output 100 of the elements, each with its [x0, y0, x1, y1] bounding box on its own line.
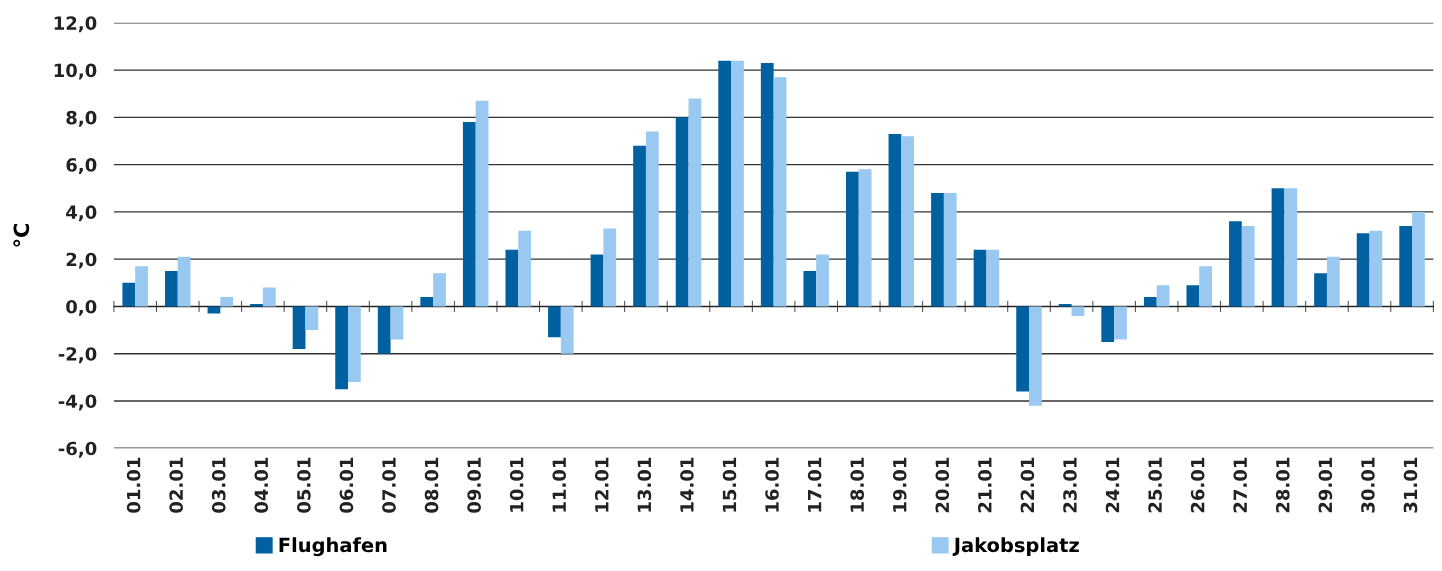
bar: [1412, 211, 1425, 307]
bar: [377, 306, 391, 354]
bar: [122, 282, 136, 307]
bar: [1156, 285, 1170, 307]
x-tick-label: 10.01: [509, 457, 524, 512]
bar: [1143, 296, 1157, 307]
y-tick-label: 2,0: [66, 252, 97, 269]
bar: [675, 117, 689, 307]
x-tick-label: 13.01: [637, 457, 652, 512]
x-tick-label: 30.01: [1361, 457, 1375, 513]
x-tick-label: 28.01: [1275, 457, 1290, 513]
bar: [731, 60, 744, 307]
x-tick-label: 19.01: [892, 457, 907, 512]
bar: [164, 270, 178, 307]
bar: [390, 306, 404, 340]
y-tick-label: 0,0: [66, 299, 97, 316]
x-tick-label: 11.01: [552, 457, 567, 512]
bar: [1326, 256, 1340, 307]
bar: [688, 98, 702, 307]
y-tick-label: 6,0: [66, 158, 97, 175]
bar: [845, 171, 859, 307]
bar: [1314, 273, 1327, 307]
x-tick-label: 12.01: [594, 457, 609, 512]
x-tick-label: 16.01: [765, 457, 779, 512]
bar: [803, 270, 817, 307]
y-tick-label: 8,0: [66, 110, 97, 127]
x-tick-label: 05.01: [297, 457, 311, 513]
bar: [1199, 266, 1213, 307]
bar: [1016, 306, 1030, 392]
x-tick-label: 06.01: [339, 457, 354, 513]
y-axis-title: °C: [13, 224, 30, 247]
x-tick-label: 15.01: [722, 457, 737, 512]
bar: [420, 296, 434, 307]
x-tick-label: 17.01: [807, 457, 822, 512]
x-tick-label: 03.01: [211, 457, 226, 513]
bar: [1399, 226, 1413, 307]
bar: [1241, 226, 1255, 307]
bar: [505, 249, 519, 307]
x-tick-label: 25.01: [1148, 457, 1162, 513]
bar: [475, 100, 489, 307]
bar: [433, 273, 446, 307]
x-tick-label: 29.01: [1318, 457, 1333, 513]
x-tick-label: 26.01: [1190, 457, 1205, 513]
bar: [177, 256, 191, 307]
x-tick-label: 01.01: [126, 457, 141, 513]
x-tick-label: 18.01: [850, 457, 864, 512]
bar: [633, 145, 646, 307]
bar: [760, 63, 774, 307]
bar: [548, 306, 561, 338]
bar: [973, 249, 987, 307]
x-tick-label: 20.01: [935, 457, 950, 513]
bar: [207, 306, 221, 314]
bar: [462, 122, 476, 307]
bar: [931, 193, 944, 307]
x-tick-label: 22.01: [1020, 457, 1035, 513]
y-tick-label: 4,0: [66, 205, 97, 222]
bar: [943, 193, 957, 307]
y-tick-label: -4,0: [58, 394, 97, 411]
bar: [858, 169, 872, 307]
bar: [1029, 306, 1042, 406]
x-tick-label: 27.01: [1233, 457, 1248, 513]
bar: [1229, 221, 1242, 307]
bar: [305, 306, 319, 331]
bar: [718, 60, 732, 307]
y-tick-label: -6,0: [58, 441, 97, 458]
bar: [816, 254, 829, 307]
bar: [901, 136, 915, 307]
bar: [986, 249, 1000, 307]
bar: [888, 133, 902, 307]
x-tick-label: 07.01: [382, 457, 396, 513]
bar: [1271, 188, 1285, 307]
legend-label: Jakobsplatz: [952, 537, 1079, 557]
x-tick-label: 02.01: [169, 457, 183, 513]
bar: [1114, 306, 1127, 340]
bar: [220, 296, 234, 307]
bar: [590, 254, 604, 307]
bar: [773, 77, 787, 307]
legend-label: Flughafen: [279, 537, 387, 557]
bar: [603, 228, 617, 307]
x-tick-label: 23.01: [1063, 457, 1077, 513]
y-tick-label: 12,0: [54, 16, 97, 33]
x-tick-label: 24.01: [1105, 457, 1120, 513]
bar: [262, 287, 276, 307]
bar: [1284, 188, 1298, 307]
bar: [1369, 230, 1383, 307]
y-tick-label: 10,0: [54, 63, 97, 80]
x-tick-label: 14.01: [680, 457, 694, 512]
x-tick-label: 09.01: [467, 457, 481, 513]
bar: [1071, 306, 1085, 316]
bar: [292, 306, 306, 349]
bar: [1101, 306, 1115, 342]
x-tick-label: 31.01: [1403, 457, 1418, 513]
bar: [135, 266, 148, 307]
x-tick-label: 04.01: [254, 457, 269, 513]
bar: [348, 306, 361, 383]
bar: [335, 306, 349, 390]
x-tick-label: 21.01: [978, 457, 992, 513]
bar: [560, 306, 574, 354]
bar: [518, 230, 532, 307]
bar: [1186, 285, 1200, 307]
